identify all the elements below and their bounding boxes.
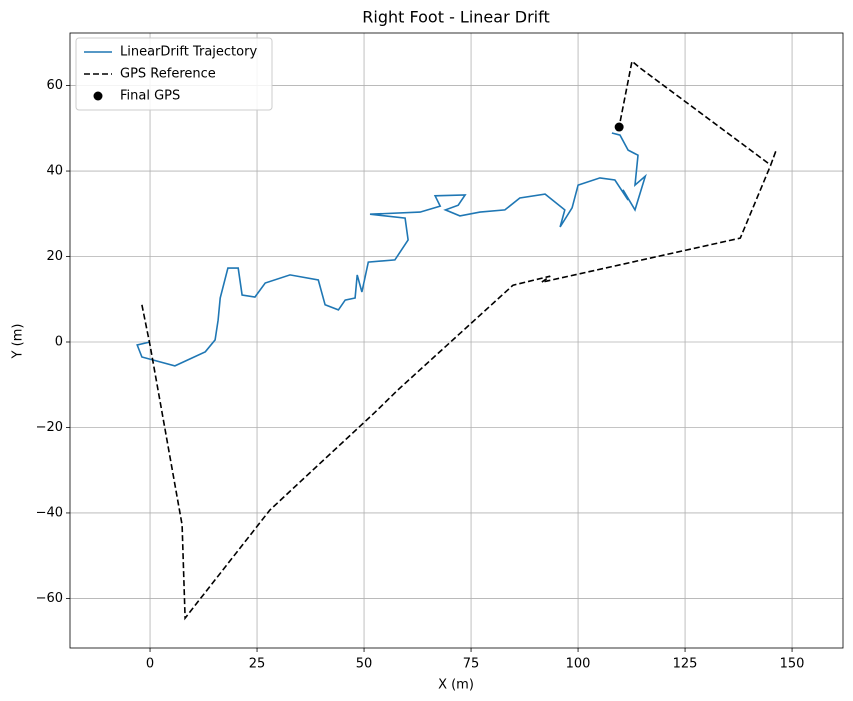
chart-title: Right Foot - Linear Drift: [362, 8, 549, 27]
y-axis-label: Y (m): [11, 324, 26, 360]
x-tick-label: 100: [566, 657, 591, 672]
y-tick-label: −20: [36, 420, 63, 435]
legend-label: GPS Reference: [120, 67, 216, 82]
y-tick-label: 20: [46, 249, 63, 264]
series-line: [141, 59, 777, 621]
y-tick-label: 0: [55, 334, 63, 349]
y-tick-label: −60: [36, 591, 63, 606]
x-tick-label: 150: [780, 657, 805, 672]
marker: [614, 122, 624, 132]
x-tick-label: 50: [356, 657, 373, 672]
x-tick-label: 0: [146, 657, 154, 672]
x-axis-label: X (m): [438, 678, 474, 693]
x-tick-label: 75: [463, 657, 480, 672]
plot-frame: [69, 32, 844, 649]
legend-label: LinearDrift Trajectory: [120, 45, 257, 60]
y-tick-label: −40: [36, 505, 63, 520]
series-line: [136, 132, 647, 367]
y-tick-label: 40: [46, 164, 63, 179]
legend-swatch: [93, 91, 103, 101]
legend-label: Final GPS: [120, 89, 180, 104]
x-tick-label: 125: [673, 657, 698, 672]
x-tick-label: 25: [249, 657, 266, 672]
y-tick-label: 60: [46, 78, 63, 93]
legend: [75, 37, 273, 111]
